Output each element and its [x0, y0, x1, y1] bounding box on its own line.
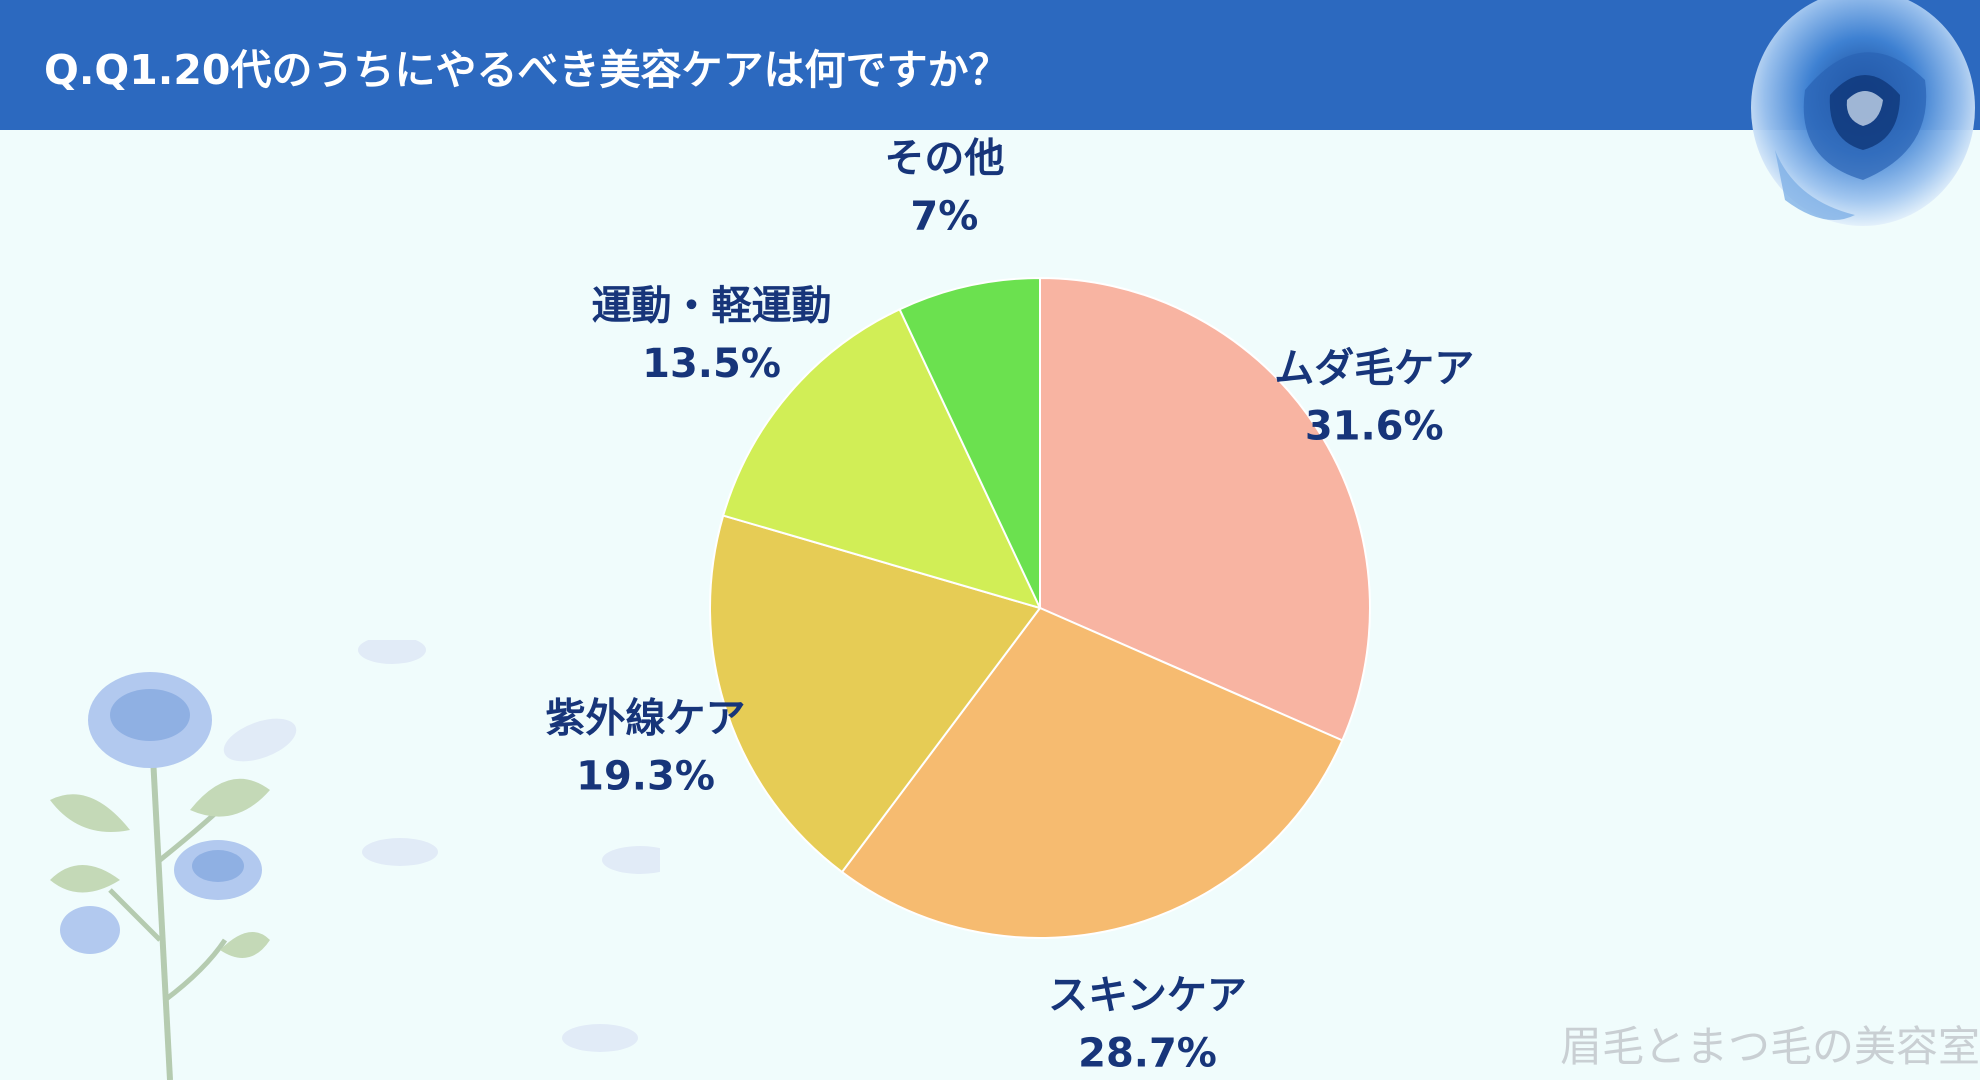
slice-other — [898, 276, 1041, 609]
page-title: Q.Q1.20代のうちにやるべき美容ケアは何ですか？ — [44, 46, 1010, 94]
slice-label-value: 19.3% — [576, 753, 715, 799]
slice-label-name: ムダ毛ケア — [1274, 345, 1474, 391]
slice-label-name: その他 — [884, 136, 1004, 182]
pie-slices — [709, 276, 1371, 939]
slice-label-name: 運動・軽運動 — [592, 283, 832, 329]
slice-label-name: 紫外線ケア — [546, 695, 746, 741]
blue-rose-decoration-top — [1751, 0, 1975, 226]
watermark-text: 眉毛とまつ毛の美容室 — [1559, 1022, 1980, 1071]
slice-mudage-care — [1039, 276, 1371, 742]
slice-label-name: スキンケア — [1048, 972, 1247, 1018]
slice-uv-care — [709, 514, 1042, 874]
slice-label-value: 31.6% — [1305, 403, 1444, 449]
slice-label-value: 13.5% — [642, 341, 781, 387]
slice-label-value: 7% — [910, 194, 978, 240]
slice-label-value: 28.7% — [1078, 1030, 1217, 1076]
pie-labels: ムダ毛ケア 31.6% スキンケア 28.7% 紫外線ケア 19.3% 運動・軽運動 13.5… — [546, 136, 1475, 1077]
slice-exercise — [721, 308, 1042, 610]
slice-skin-care — [840, 606, 1344, 939]
blue-rose-decoration-bottom — [50, 640, 660, 1080]
header-bar: Q.Q1.20代のうちにやるべき美容ケアは何ですか？ — [0, 0, 1980, 130]
